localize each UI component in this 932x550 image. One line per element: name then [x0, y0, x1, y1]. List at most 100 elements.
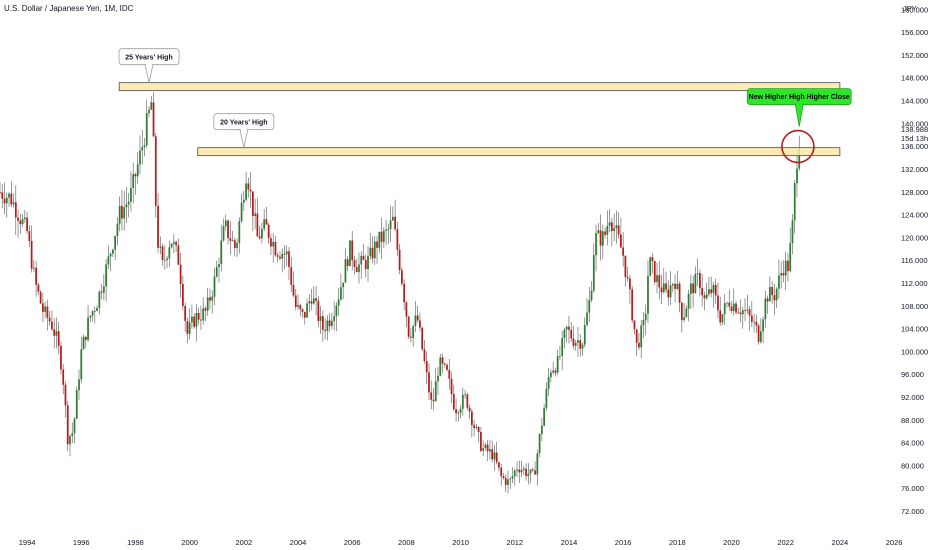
candle-body [457, 412, 460, 414]
candle-body [281, 253, 284, 259]
candle-body [371, 247, 374, 259]
candle-body [303, 311, 306, 318]
candle-body [48, 317, 51, 322]
candle-body [184, 306, 187, 321]
candle-body [265, 219, 268, 225]
candle-body [369, 247, 372, 256]
candle-body [470, 411, 473, 426]
x-tick-label: 2008 [398, 538, 415, 547]
callout-2[interactable]: 20 Years' High [213, 113, 275, 148]
candle-body [762, 319, 764, 332]
y-tick-label: 140.000 [901, 119, 928, 128]
candle-body [362, 255, 365, 261]
x-tick-label: 2002 [235, 538, 252, 547]
resistance-zone-2[interactable] [197, 147, 841, 157]
candle-body [615, 225, 618, 229]
candle-body [423, 349, 426, 361]
candle-body [270, 238, 272, 247]
candle-body [274, 241, 277, 256]
candle-body [570, 329, 573, 339]
candle-body [297, 305, 299, 307]
candle-body [638, 342, 640, 348]
candle-body [676, 283, 679, 289]
candle-body [583, 325, 586, 345]
candle-body [753, 321, 755, 323]
candle-body [231, 240, 234, 242]
candle-body [480, 432, 482, 451]
candle-body [98, 291, 101, 308]
candle-body [626, 277, 629, 279]
candle-body [502, 476, 505, 478]
callout-new-high[interactable]: New Higher High Higher Close [746, 88, 852, 127]
candle-body [414, 315, 417, 326]
candle-body [507, 479, 509, 485]
y-tick-label: 108.000 [901, 302, 928, 311]
candle-body [78, 379, 80, 391]
candle-body [518, 469, 521, 473]
x-tick-label: 2020 [723, 538, 740, 547]
candle-body [102, 286, 105, 293]
candle-body [477, 426, 480, 433]
candle-body [642, 320, 645, 326]
candle-body [66, 405, 69, 445]
y-tick-label: 88.000 [901, 416, 924, 425]
resistance-zone-1[interactable] [118, 82, 841, 92]
candle-body [482, 448, 485, 451]
candle-body [694, 273, 697, 294]
x-tick-label: 2004 [290, 538, 307, 547]
candle-body [581, 344, 584, 349]
candle-body [195, 312, 198, 327]
candle-body [35, 267, 37, 285]
callout-1[interactable]: 25 Years' High [118, 48, 180, 83]
candle-body [118, 205, 121, 224]
candle-body [527, 473, 530, 477]
candle-body [640, 325, 643, 348]
candle-body [579, 340, 582, 349]
candle-body [382, 230, 385, 242]
candle-body [177, 245, 180, 265]
candle-body [606, 225, 609, 235]
highlight-circle[interactable] [781, 129, 815, 164]
candle-body [107, 256, 110, 265]
candle-body [84, 336, 87, 340]
candle-body [310, 301, 313, 304]
x-tick-label: 2022 [777, 538, 794, 547]
candle-body [692, 283, 695, 294]
candle-body [294, 295, 297, 307]
candle-body [787, 260, 789, 272]
candle-body [509, 478, 512, 480]
candle-body [75, 390, 78, 419]
candle-body [633, 320, 636, 330]
candle-body [218, 264, 220, 268]
candle-body [489, 449, 491, 452]
candle-body [401, 270, 403, 284]
candle-body [669, 285, 672, 298]
candle-body [258, 236, 261, 239]
candle-body [222, 226, 225, 241]
candle-body [701, 288, 704, 296]
candle-body [188, 322, 191, 334]
candle-body [285, 251, 288, 255]
candle-body [547, 377, 550, 389]
currency-label: JPY [903, 4, 917, 13]
x-tick-label: 2018 [669, 538, 686, 547]
candle-body [493, 452, 496, 460]
candle-body [500, 467, 503, 477]
candle-body [651, 257, 654, 262]
candle-body [238, 221, 241, 243]
candle-body [545, 388, 548, 408]
candle-body [744, 310, 746, 311]
candle-body [299, 305, 302, 310]
candle-body [653, 261, 656, 283]
candle-body [778, 275, 780, 289]
candle-body [791, 220, 794, 244]
candle-body [601, 231, 604, 246]
candle-body [139, 150, 141, 165]
candle-body [617, 225, 620, 235]
candle-body [55, 331, 58, 336]
callout-label: 20 Years' High [220, 119, 267, 126]
candle-body [44, 306, 47, 312]
candle-body [380, 231, 383, 242]
